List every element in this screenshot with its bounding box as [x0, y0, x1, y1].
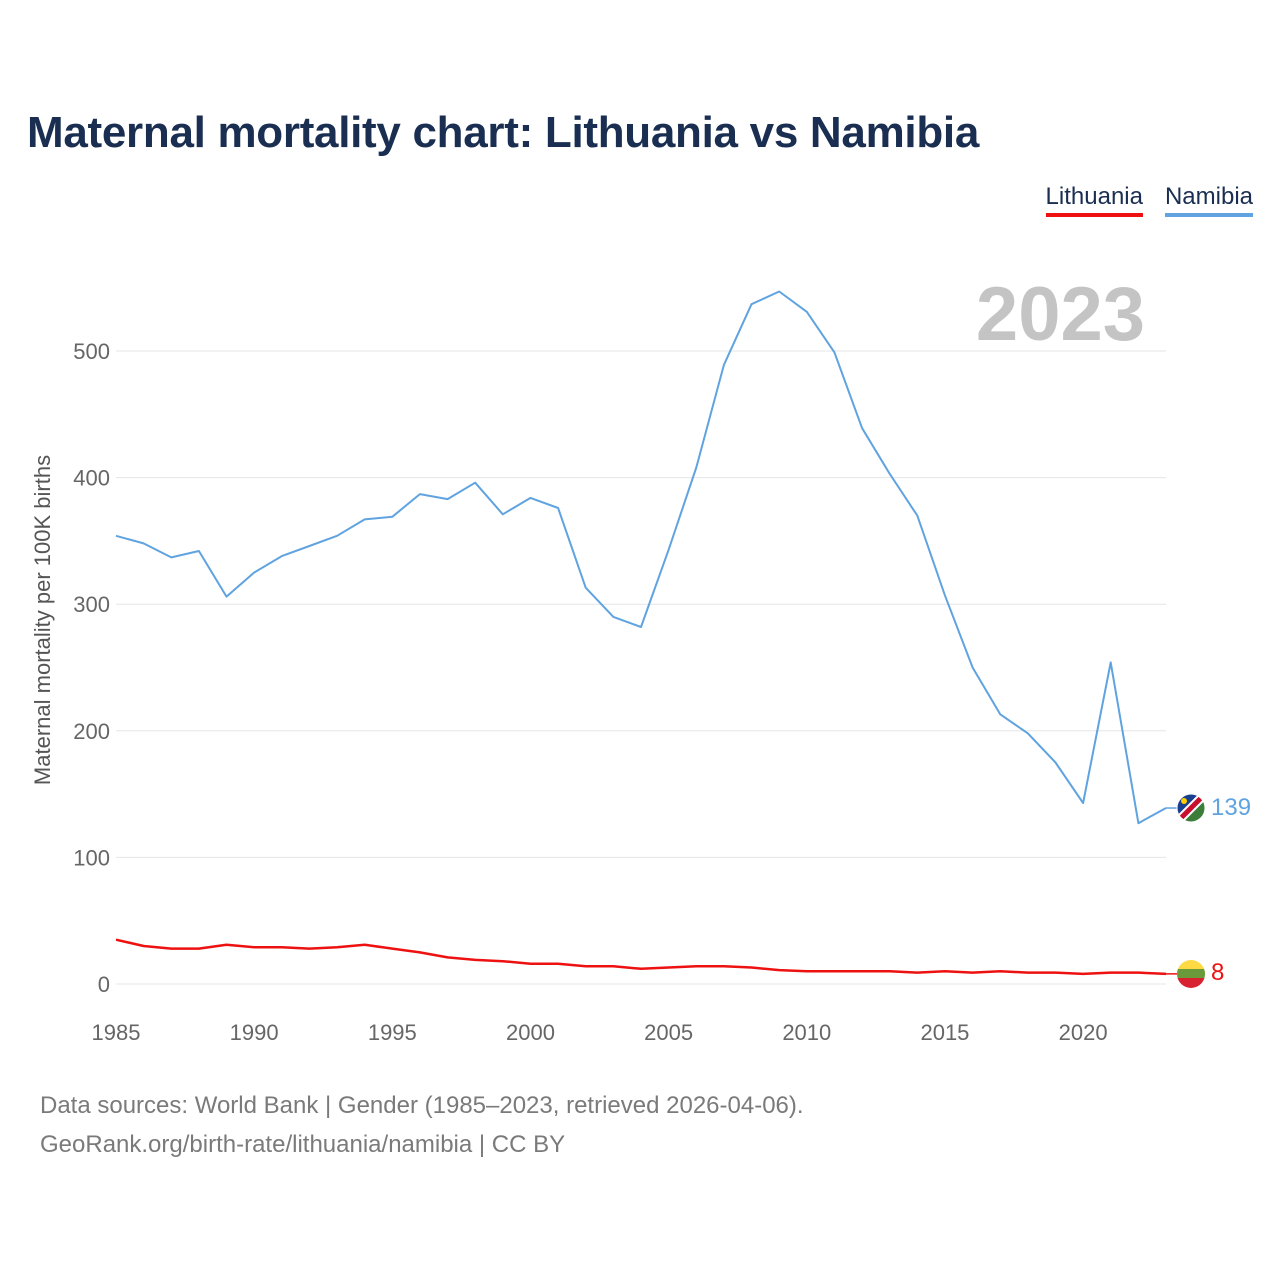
x-tick-label: 2020	[1059, 1020, 1108, 1045]
series-line-namibia[interactable]	[115, 290, 1167, 825]
chart-title: Maternal mortality chart: Lithuania vs N…	[27, 108, 979, 157]
y-tick-label: 500	[73, 339, 110, 364]
x-tick-label: 1985	[92, 1020, 141, 1045]
year-watermark: 2023	[976, 272, 1145, 357]
y-axis-label: Maternal mortality per 100K births	[30, 455, 55, 785]
legend-item-lithuania[interactable]: Lithuania	[1045, 183, 1143, 217]
y-tick-label: 0	[98, 972, 110, 997]
legend: Lithuania Namibia	[1045, 183, 1253, 217]
source-link[interactable]: GeoRank.org/birth-rate/lithuania/namibia…	[40, 1131, 566, 1158]
y-axis: 0 100 200 300 400 500	[73, 339, 110, 997]
y-tick-label: 200	[73, 719, 110, 744]
namibia-flag-icon	[1177, 794, 1205, 822]
gridlines	[116, 350, 1166, 985]
x-tick-label: 1995	[368, 1020, 417, 1045]
footer: Data sources: World Bank | Gender (1985–…	[40, 1086, 804, 1164]
namibia-flag-ring	[1176, 793, 1206, 823]
x-tick-label: 2005	[644, 1020, 693, 1045]
data-sources-note: Data sources: World Bank | Gender (1985–…	[40, 1092, 804, 1119]
series-line-lithuania[interactable]	[115, 938, 1167, 976]
y-tick-label: 100	[73, 845, 110, 870]
y-tick-label: 300	[73, 592, 110, 617]
x-axis: 1985 1990 1995 2000 2005 2010 2015 2020	[92, 1020, 1108, 1045]
legend-item-namibia[interactable]: Namibia	[1164, 183, 1253, 217]
x-tick-label: 2000	[506, 1020, 555, 1045]
y-tick-label: 400	[73, 466, 110, 491]
x-tick-label: 2010	[782, 1020, 831, 1045]
lithuania-flag-icon	[1177, 960, 1205, 988]
end-label-lithuania: 8	[1211, 959, 1224, 986]
end-label-namibia: 139	[1211, 794, 1251, 821]
x-tick-label: 1990	[230, 1020, 279, 1045]
x-tick-label: 2015	[920, 1020, 969, 1045]
series-lines	[115, 290, 1177, 976]
